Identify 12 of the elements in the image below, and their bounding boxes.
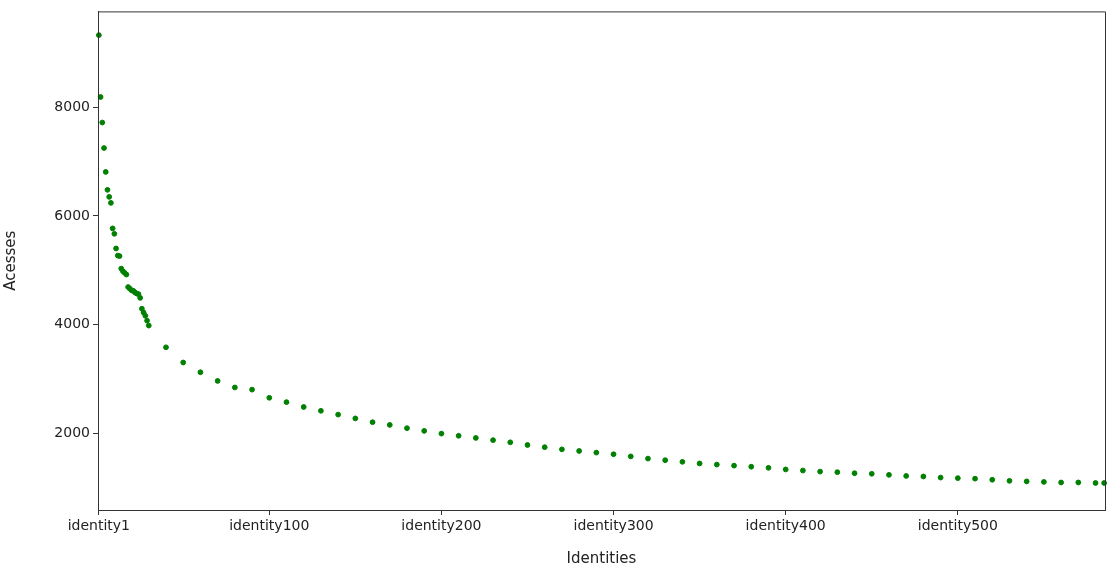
y-tick-label: 6000	[54, 206, 90, 223]
x-tick-label: identity200	[401, 517, 482, 534]
y-tick-label: 2000	[54, 423, 90, 440]
x-tick-label: identity100	[229, 517, 310, 534]
y-tick-label: 4000	[54, 315, 90, 332]
x-tick-label: identity300	[573, 517, 654, 534]
x-tick-label: identity1	[67, 517, 131, 534]
x-tick-label: identity400	[745, 517, 826, 534]
x-axis-title: Identities	[566, 548, 637, 567]
x-tick-label: identity500	[917, 517, 998, 534]
y-tick-label: 8000	[54, 97, 90, 114]
y-axis-title: Acesses	[0, 230, 19, 291]
